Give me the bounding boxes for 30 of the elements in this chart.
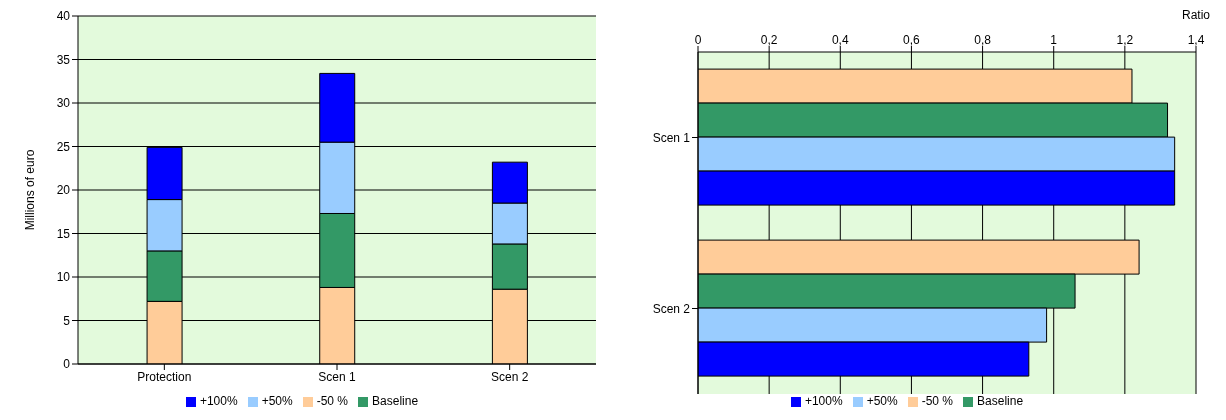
x-tick-label: 0,6 [903, 33, 921, 47]
legend-label: +50% [866, 394, 898, 408]
y-tick-label: 40 [56, 9, 71, 24]
y-axis-title: Millions of euro [23, 149, 38, 231]
legend-label: Baseline [372, 394, 419, 408]
x-tick-label: 0,2 [760, 33, 778, 47]
x-tick-label: 1,4 [1187, 33, 1205, 47]
legend-label: +100% [199, 394, 238, 408]
x-tick-label: Protection [137, 369, 192, 384]
x-tick-label: 1,2 [1116, 33, 1134, 47]
y-tick-label: 10 [56, 270, 71, 285]
legend-label: Baseline [977, 394, 1024, 408]
x-tick-label: Scen 1 [318, 369, 357, 384]
y-tick-label: 25 [56, 139, 71, 154]
x-tick-label: 0,4 [831, 33, 849, 47]
x-tick-label: 0,8 [974, 33, 992, 47]
y-tick-label: 35 [56, 52, 71, 67]
legend-label: +50% [261, 394, 293, 408]
x-axis-title: Ratio [1181, 8, 1210, 22]
legend-label: -50 % [921, 394, 954, 408]
legend-label: -50 % [316, 394, 349, 408]
legend-label: +100% [804, 394, 843, 408]
y-tick-label: 0 [63, 357, 71, 372]
x-tick-label: 0 [694, 33, 702, 47]
y-tick-label: 15 [56, 226, 71, 241]
x-tick-label: 1 [1050, 33, 1058, 47]
y-tick-label: 20 [56, 183, 71, 198]
y-tick-label: 5 [63, 313, 71, 328]
x-tick-label: Scen 2 [490, 369, 529, 384]
y-tick-label: 30 [56, 96, 71, 111]
